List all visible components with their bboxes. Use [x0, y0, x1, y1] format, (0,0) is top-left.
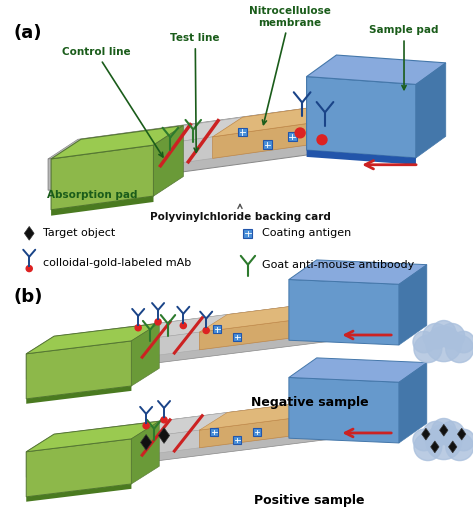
Circle shape [439, 422, 465, 447]
Bar [244, 229, 253, 238]
Polygon shape [289, 358, 427, 382]
Circle shape [413, 429, 435, 451]
Circle shape [426, 424, 462, 459]
Circle shape [439, 323, 465, 349]
Text: Negative sample: Negative sample [251, 396, 368, 409]
Polygon shape [26, 323, 159, 354]
Polygon shape [131, 421, 159, 484]
Polygon shape [399, 265, 427, 345]
Polygon shape [457, 428, 466, 440]
Text: Goat anti-mouse antiboody: Goat anti-mouse antiboody [262, 260, 414, 270]
Polygon shape [26, 290, 422, 354]
Circle shape [453, 429, 474, 451]
Circle shape [423, 323, 449, 349]
Polygon shape [422, 428, 430, 440]
Bar [233, 436, 241, 444]
Polygon shape [51, 126, 183, 159]
Circle shape [161, 417, 167, 423]
Text: Target object: Target object [43, 228, 115, 238]
Circle shape [155, 319, 161, 325]
Polygon shape [51, 196, 154, 216]
Polygon shape [26, 386, 131, 404]
Bar [233, 333, 241, 341]
Text: colloidal-gold-labeled mAb: colloidal-gold-labeled mAb [43, 258, 191, 268]
Polygon shape [307, 77, 416, 158]
Polygon shape [289, 280, 399, 345]
Polygon shape [431, 441, 439, 453]
Circle shape [423, 422, 449, 447]
Polygon shape [48, 90, 438, 159]
Circle shape [180, 322, 186, 329]
Polygon shape [48, 110, 408, 190]
Polygon shape [31, 308, 389, 371]
Polygon shape [31, 290, 417, 354]
Text: (a): (a) [13, 24, 42, 42]
Polygon shape [289, 378, 399, 443]
Polygon shape [154, 126, 183, 196]
Bar [238, 128, 247, 136]
Polygon shape [399, 363, 427, 443]
Bar [288, 132, 297, 141]
Polygon shape [51, 145, 154, 210]
Polygon shape [26, 406, 394, 477]
Polygon shape [200, 303, 317, 332]
Text: (b): (b) [13, 288, 43, 306]
Polygon shape [307, 55, 446, 84]
Text: Coating antigen: Coating antigen [262, 228, 351, 238]
Text: Control line: Control line [62, 47, 163, 157]
Text: Absorption pad: Absorption pad [47, 190, 137, 200]
Polygon shape [200, 401, 317, 430]
Text: Positive sample: Positive sample [255, 494, 365, 507]
Bar [210, 428, 219, 436]
Polygon shape [56, 110, 404, 180]
Circle shape [203, 328, 209, 334]
Polygon shape [158, 428, 170, 444]
Circle shape [413, 331, 435, 353]
Polygon shape [448, 441, 457, 453]
Polygon shape [200, 321, 289, 350]
Bar [213, 326, 221, 333]
Polygon shape [26, 484, 131, 502]
Polygon shape [289, 260, 427, 284]
Polygon shape [24, 226, 34, 240]
Polygon shape [26, 421, 159, 452]
Circle shape [135, 325, 141, 331]
Polygon shape [416, 63, 446, 158]
Polygon shape [26, 308, 394, 379]
Polygon shape [439, 424, 448, 436]
Circle shape [143, 423, 149, 429]
Polygon shape [26, 341, 131, 399]
Circle shape [414, 335, 442, 363]
Polygon shape [26, 439, 131, 497]
Polygon shape [213, 123, 313, 158]
Polygon shape [131, 323, 159, 386]
Circle shape [446, 433, 474, 460]
Polygon shape [56, 90, 434, 159]
Polygon shape [213, 103, 343, 137]
Polygon shape [31, 406, 389, 470]
Polygon shape [141, 434, 152, 450]
Polygon shape [307, 150, 416, 165]
Polygon shape [31, 388, 417, 452]
Circle shape [295, 128, 305, 138]
Text: Sample pad: Sample pad [369, 26, 439, 89]
Circle shape [446, 335, 474, 363]
Text: Nitrocellulose
membrane: Nitrocellulose membrane [249, 6, 331, 125]
Circle shape [317, 135, 327, 145]
Circle shape [426, 327, 462, 362]
Bar [263, 140, 272, 149]
Circle shape [414, 433, 442, 460]
Polygon shape [26, 388, 422, 452]
Circle shape [453, 331, 474, 353]
Circle shape [432, 320, 456, 344]
Circle shape [432, 419, 456, 442]
Circle shape [26, 266, 32, 272]
Bar [253, 428, 261, 436]
Text: Polyvinylchloride backing card: Polyvinylchloride backing card [149, 204, 330, 222]
Polygon shape [200, 419, 289, 448]
Text: Test line: Test line [171, 33, 220, 152]
